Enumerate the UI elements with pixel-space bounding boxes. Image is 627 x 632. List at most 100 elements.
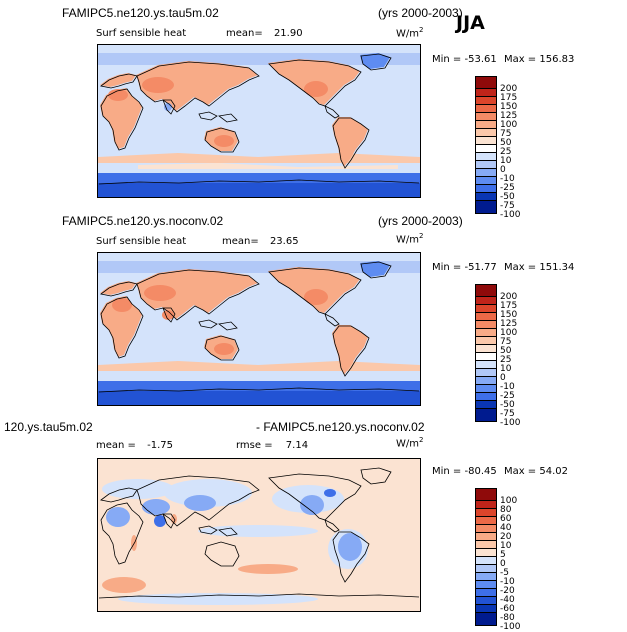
colorbar-tick-label: 80 (500, 505, 512, 515)
panel1-mean: mean= 21.90 (226, 28, 303, 39)
panel1-units: W/m2 (396, 26, 423, 39)
colorbar-tick-label: 175 (500, 301, 518, 311)
colorbar-swatch (476, 129, 496, 137)
colorbar-tick-label: 150 (500, 310, 518, 320)
panel1-field-name: Surf sensible heat (96, 28, 187, 39)
panel2-case-title: FAMIPC5.ne120.ys.noconv.02 (62, 214, 224, 228)
colorbar-swatch (476, 377, 496, 385)
panel3-units-text: W/m (396, 438, 419, 450)
colorbar-tick-label: -25 (500, 183, 515, 193)
panel1-units-exp: 2 (419, 26, 424, 34)
colorbar-tick-label: 50 (500, 138, 512, 148)
colorbar-swatch (476, 401, 496, 409)
colorbar-swatch (476, 385, 496, 393)
panel2-max-value: 151.34 (539, 262, 575, 273)
colorbar-swatch (476, 169, 496, 177)
panel2-units-text: W/m (396, 234, 419, 246)
colorbar-swatch (476, 161, 496, 169)
panel2-field-name: Surf sensible heat (96, 236, 187, 247)
colorbar-swatch (476, 573, 496, 581)
panel1-case-title: FAMIPC5.ne120.ys.tau5m.02 (62, 6, 219, 20)
panel3-max-label: Max = (503, 466, 537, 477)
panel1-mean-value: 21.90 (273, 28, 303, 39)
colorbar-swatch (476, 361, 496, 369)
panel3-mean: mean = -1.75 (96, 440, 173, 451)
panel1-map (97, 44, 421, 198)
colorbar-tick-label: -20 (500, 586, 515, 596)
panel2-mean-label: mean= (222, 236, 259, 247)
colorbar-tick-label: 40 (500, 523, 512, 533)
colorbar-swatch (476, 329, 496, 337)
panel1-max-value: 156.83 (539, 54, 575, 65)
colorbar-tick-label: -10 (500, 577, 515, 587)
colorbar-tick-label: -5 (500, 568, 509, 578)
panel2-mean: mean= 23.65 (222, 236, 299, 247)
colorbar-tick-label: 100 (500, 496, 518, 506)
colorbar-swatch (476, 517, 496, 525)
panel3-units: W/m2 (396, 436, 423, 449)
colorbar-swatch (476, 113, 496, 121)
panel1-mean-label: mean= (226, 28, 263, 39)
colorbar-swatch (476, 393, 496, 401)
panel2-colorbar (475, 284, 497, 422)
panel2-years: (yrs 2000-2003) (378, 214, 463, 228)
panel1-min-value: -53.61 (464, 54, 497, 65)
colorbar-swatch (476, 533, 496, 541)
panel1-years: (yrs 2000-2003) (378, 6, 463, 20)
colorbar-swatch (476, 297, 496, 305)
colorbar-tick-label: 0 (500, 559, 506, 569)
panel3-units-exp: 2 (419, 436, 424, 444)
colorbar-tick-label: 200 (500, 292, 518, 302)
colorbar-tick-label: 10 (500, 541, 512, 551)
colorbar-tick-label: -75 (500, 409, 515, 419)
colorbar-swatch (476, 105, 496, 113)
colorbar-tick-label: -50 (500, 192, 515, 202)
colorbar-tick-label: 0 (500, 165, 506, 175)
colorbar-tick-label: -40 (500, 595, 515, 605)
panel2-map-svg (98, 253, 420, 405)
colorbar-tick-label: 100 (500, 120, 518, 130)
colorbar-tick-label: 100 (500, 328, 518, 338)
colorbar-tick-label: 5 (500, 550, 506, 560)
colorbar-tick-label: 10 (500, 364, 512, 374)
colorbar-swatch (476, 185, 496, 193)
colorbar-swatch (476, 177, 496, 185)
colorbar-tick-label: -25 (500, 391, 515, 401)
colorbar-swatch (476, 353, 496, 361)
panel1-map-svg (98, 45, 420, 197)
colorbar-swatch (476, 509, 496, 517)
panel2-units-exp: 2 (419, 232, 424, 240)
colorbar-swatch (476, 581, 496, 589)
colorbar-swatch (476, 565, 496, 573)
colorbar-tick-label: 60 (500, 514, 512, 524)
panel3-max-value: 54.02 (539, 466, 568, 477)
colorbar-swatch (476, 549, 496, 557)
colorbar-swatch (476, 305, 496, 313)
panel2-mean-value: 23.65 (269, 236, 299, 247)
colorbar-swatch (476, 525, 496, 533)
colorbar-tick-label: -60 (500, 604, 515, 614)
colorbar-swatch (476, 345, 496, 353)
colorbar-tick-label: 125 (500, 319, 518, 329)
colorbar-tick-label: -80 (500, 613, 515, 623)
colorbar-tick-label: -10 (500, 382, 515, 392)
panel2-min-label: Min = (432, 262, 462, 273)
colorbar-swatch (476, 145, 496, 153)
panel3-rmse-label: rmse = (236, 440, 273, 451)
panel3-colorbar (475, 488, 497, 626)
colorbar-swatch (476, 193, 496, 201)
colorbar-tick-label: 25 (500, 147, 512, 157)
colorbar-tick-label: 200 (500, 84, 518, 94)
colorbar-tick-label: 75 (500, 337, 512, 347)
colorbar-swatch (476, 605, 496, 613)
panel1-colorbar (475, 76, 497, 214)
panel3-map-svg (98, 459, 420, 611)
colorbar-tick-label: -75 (500, 201, 515, 211)
colorbar-tick-label: 175 (500, 93, 518, 103)
panel3-minmax: Min = -80.45 Max = 54.02 (432, 466, 568, 477)
colorbar-swatch (476, 97, 496, 105)
colorbar-tick-label: 10 (500, 156, 512, 166)
colorbar-tick-label: -100 (500, 418, 521, 428)
colorbar-tick-label: 50 (500, 346, 512, 356)
panel1-units-text: W/m (396, 28, 419, 40)
